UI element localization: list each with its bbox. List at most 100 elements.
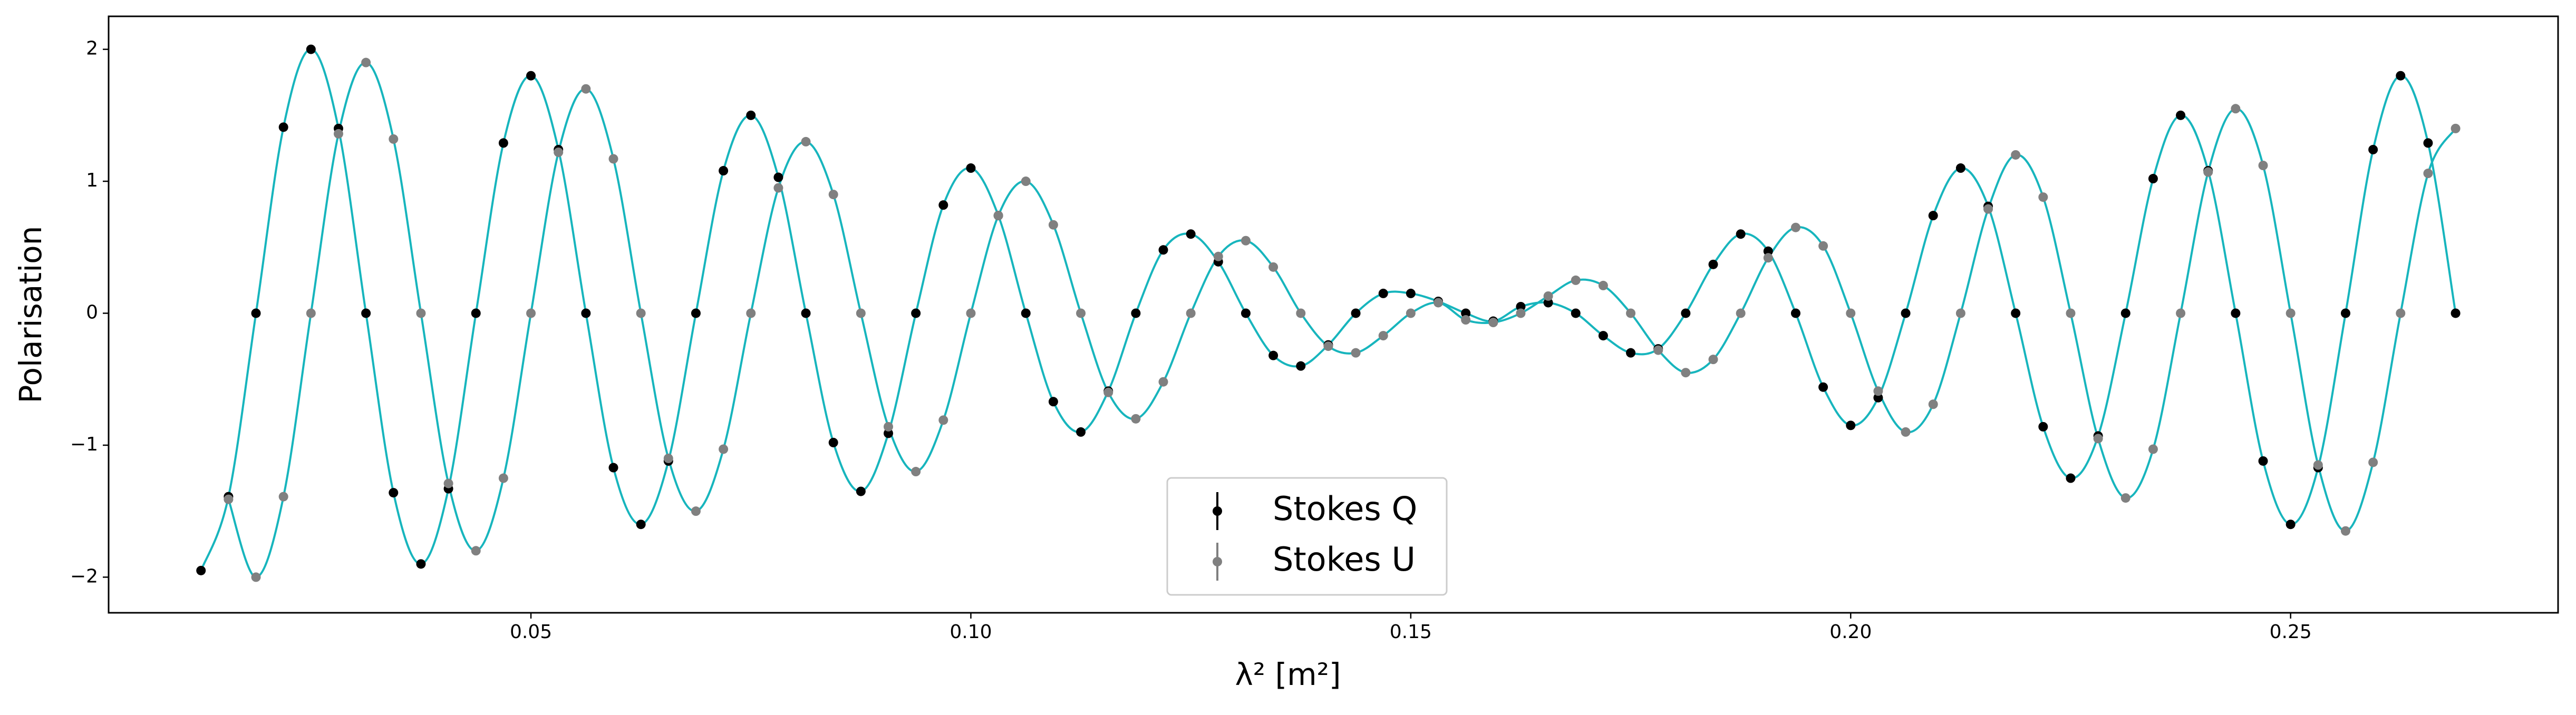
y-tick-label: 1 [86,170,98,191]
data-point [773,172,783,182]
data-point [1955,163,1965,173]
data-point [2396,71,2406,81]
data-point [2258,161,2268,170]
data-point [1928,399,1938,409]
data-point [608,154,618,164]
data-point [498,138,508,148]
data-point [1763,253,1773,263]
data-point [581,84,591,94]
y-tick-label: −2 [70,565,98,587]
y-axis-label: Polarisation [13,226,49,404]
data-point [471,308,481,318]
data-point [1846,308,1856,318]
data-point [2011,308,2021,318]
data-point [1543,298,1553,308]
data-point [1461,315,1471,325]
data-point [966,308,976,318]
data-point [2038,192,2048,202]
data-point [2423,138,2433,148]
data-point [993,211,1003,221]
data-point [416,308,426,318]
legend-label: Stokes Q [1273,489,1417,528]
data-point [1158,245,1168,255]
data-point [883,428,893,438]
data-point [224,494,234,504]
data-point [1434,298,1444,308]
data-point [1681,308,1691,318]
data-point [1351,308,1361,318]
data-point [911,467,921,477]
data-point [416,559,426,569]
data-point [856,486,866,496]
data-point [2258,456,2268,466]
data-point [1790,222,1800,232]
legend-marker [1213,506,1222,516]
data-point [2011,150,2021,160]
data-point [1928,211,1938,221]
data-point [828,437,838,447]
y-tick-label: 2 [86,38,98,60]
data-point [1955,308,1965,318]
legend-marker [1213,557,1222,566]
data-point [2148,444,2158,454]
x-tick-label: 0.10 [950,621,992,643]
y-tick-label: −1 [70,434,98,455]
x-tick-label: 0.20 [1829,621,1872,643]
y-tick-label: 0 [86,301,98,323]
data-point [526,308,536,318]
data-point [801,308,811,318]
legend-label: Stokes U [1273,540,1416,579]
data-point [1626,308,1636,318]
data-point [746,308,756,318]
data-point [1268,262,1279,272]
data-point [2176,308,2186,318]
data-point [938,200,948,210]
data-point [2286,308,2296,318]
data-point [1790,308,1800,318]
data-point [2120,493,2130,503]
data-point [1186,229,1196,239]
data-point [1048,220,1058,230]
data-point [2093,434,2103,444]
data-point [1406,288,1416,298]
data-point [1653,345,1663,355]
data-point [1901,427,1911,437]
data-point [856,308,866,318]
data-point [691,506,701,516]
data-point [1901,308,1911,318]
data-point [2231,308,2241,318]
data-point [443,478,453,488]
data-point [389,134,399,144]
data-point [1818,382,1828,392]
data-point [306,308,316,318]
data-point [361,57,371,67]
data-point [1598,331,1608,341]
data-point [1763,246,1773,256]
data-point [966,163,976,173]
data-point [1131,414,1141,424]
data-point [1626,348,1636,358]
data-point [1296,308,1306,318]
data-point [2148,174,2158,184]
data-point [1186,308,1196,318]
data-point [883,422,893,432]
data-point [1983,204,1993,214]
data-point [1076,308,1086,318]
data-point [1021,177,1031,187]
data-point [1103,387,1113,397]
data-point [1736,308,1746,318]
data-point [1351,348,1361,358]
data-point [911,308,921,318]
data-point [663,453,673,463]
data-point [773,183,783,193]
data-point [278,122,288,132]
data-point [1543,291,1553,301]
data-point [1213,251,1223,261]
data-point [2340,526,2350,536]
data-point [1241,236,1251,246]
data-point [636,308,646,318]
data-point [636,520,646,530]
data-point [2203,167,2213,177]
data-point [1131,308,1141,318]
data-point [1873,393,1883,403]
